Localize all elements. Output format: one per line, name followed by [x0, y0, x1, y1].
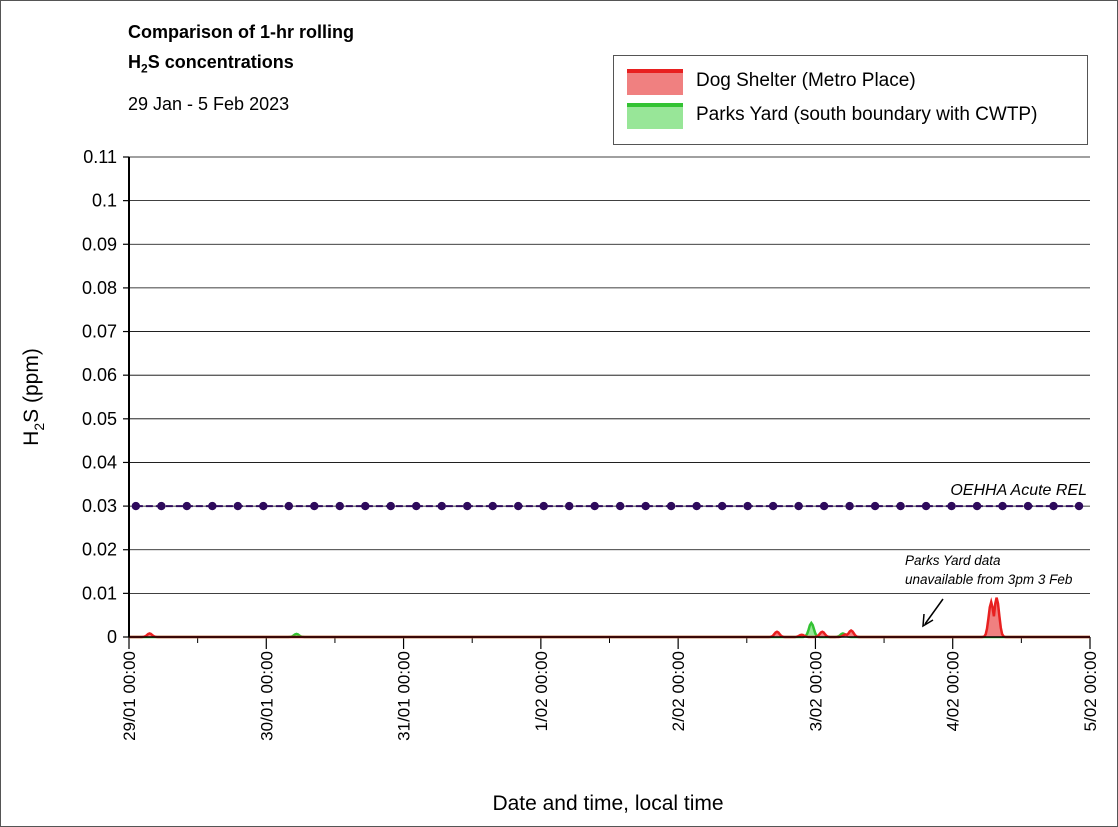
- series-group: [129, 597, 1090, 639]
- x-tick-labels: 29/01 00:00 30/01 00:00 31/01 00:00 1/02 00…: [120, 637, 1100, 741]
- legend: Dog Shelter (Metro Place) Parks Yard (so…: [613, 55, 1088, 145]
- y-tick-label: 0.06: [82, 365, 117, 385]
- title-h: H: [128, 52, 141, 72]
- x-tick-label: 5/02 00:00: [1081, 651, 1100, 731]
- x-tick-label: 1/02 00:00: [532, 651, 551, 731]
- series-line-dog-shelter: [129, 597, 1090, 639]
- reference-line-marker: [921, 501, 931, 511]
- reference-line-marker: [692, 501, 701, 511]
- reference-line-marker: [386, 501, 395, 511]
- series-area-dog-shelter: [129, 597, 1090, 637]
- reference-line-marker: [437, 501, 446, 511]
- reference-line-marker: [412, 501, 421, 511]
- reference-line-marker: [819, 501, 829, 511]
- series-line-parks-yard: [129, 620, 1090, 639]
- x-tick-label: 30/01 00:00: [257, 651, 276, 741]
- y-tick-labels: 0 0.01 0.02 0.03 0.04 0.05 0.06 0.07 0.08 0.09 0.1…: [82, 147, 117, 647]
- reference-line-group: [131, 501, 1084, 511]
- reference-line-marker: [335, 501, 344, 511]
- legend-swatch-dog-shelter: [627, 69, 683, 95]
- reference-line-marker: [259, 501, 268, 511]
- reference-line-label: OEHHA Acute REL: [950, 482, 1087, 499]
- reference-line-marker: [284, 501, 294, 511]
- reference-line-marker: [310, 501, 319, 511]
- legend-swatch-parks-yard: [627, 103, 683, 129]
- reference-line-marker: [768, 501, 778, 511]
- reference-line-marker: [947, 501, 956, 511]
- x-tick-label: 4/02 00:00: [944, 651, 963, 731]
- annotation-arrow: [922, 598, 944, 628]
- x-axis-title: Date and time, local time: [492, 792, 723, 815]
- reference-line-marker: [590, 501, 599, 511]
- reference-line-marker: [488, 501, 497, 511]
- x-tick-label: 29/01 00:00: [120, 651, 139, 741]
- chart-subtitle: 29 Jan - 5 Feb 2023: [128, 94, 290, 114]
- reference-line-marker: [208, 501, 217, 511]
- reference-line-marker: [845, 501, 854, 511]
- reference-line-marker: [717, 501, 727, 511]
- reference-line-marker: [565, 501, 574, 511]
- reference-line-marker: [1023, 501, 1033, 511]
- reference-line-marker: [794, 501, 803, 511]
- y-tick-label: 0.09: [82, 234, 117, 254]
- y-tick-label: 0.08: [82, 278, 117, 298]
- reference-line-marker: [641, 501, 650, 511]
- reference-line-marker: [131, 501, 141, 511]
- annotation-line1: Parks Yard data: [905, 553, 1001, 568]
- reference-line-marker: [1074, 501, 1084, 511]
- reference-line-marker: [233, 501, 243, 511]
- y-tick-label: 0.02: [82, 540, 117, 560]
- reference-line-marker: [539, 501, 548, 511]
- reference-line-marker: [157, 501, 166, 511]
- y-tick-label: 0: [107, 627, 117, 647]
- y-axis-title: H2S (ppm): [20, 348, 47, 446]
- reference-line-marker: [182, 501, 192, 511]
- reference-line-marker: [870, 501, 880, 511]
- y-tick-label: 0.04: [82, 452, 117, 472]
- y-tick-label: 0.05: [82, 409, 117, 429]
- reference-line-marker: [743, 501, 752, 511]
- y-tick-label: 0.07: [82, 322, 117, 342]
- x-tick-label: 2/02 00:00: [669, 651, 688, 731]
- y-tick-label: 0.11: [83, 147, 117, 167]
- x-tick-label: 31/01 00:00: [395, 651, 414, 741]
- reference-line-marker: [615, 501, 625, 511]
- y-tick-label: 0.03: [82, 496, 117, 516]
- reference-line-marker: [514, 501, 523, 511]
- y-tick-label: 0.01: [82, 583, 117, 603]
- series-area-parks-yard: [129, 623, 1090, 637]
- reference-line-marker: [896, 501, 905, 511]
- annotation-line2: unavailable from 3pm 3 Feb: [905, 572, 1073, 587]
- reference-line-marker: [361, 501, 370, 511]
- y-tick-label: 0.1: [92, 191, 117, 211]
- chart-title-line1: Comparison of 1-hr rolling: [128, 22, 355, 42]
- reference-line-marker: [463, 501, 472, 511]
- reference-line-marker: [972, 501, 982, 511]
- title-rest: S concentrations: [147, 52, 294, 72]
- legend-label-parks-yard: Parks Yard (south boundary with CWTP): [696, 104, 1038, 125]
- x-tick-label: 3/02 00:00: [806, 651, 825, 731]
- title-subscript: 2: [141, 61, 148, 76]
- legend-label-dog-shelter: Dog Shelter (Metro Place): [696, 70, 916, 91]
- reference-line-marker: [998, 501, 1007, 511]
- chart-title-line2: H2S concentrations: [128, 52, 294, 76]
- reference-line-marker: [1049, 501, 1058, 511]
- reference-line-marker: [666, 501, 676, 511]
